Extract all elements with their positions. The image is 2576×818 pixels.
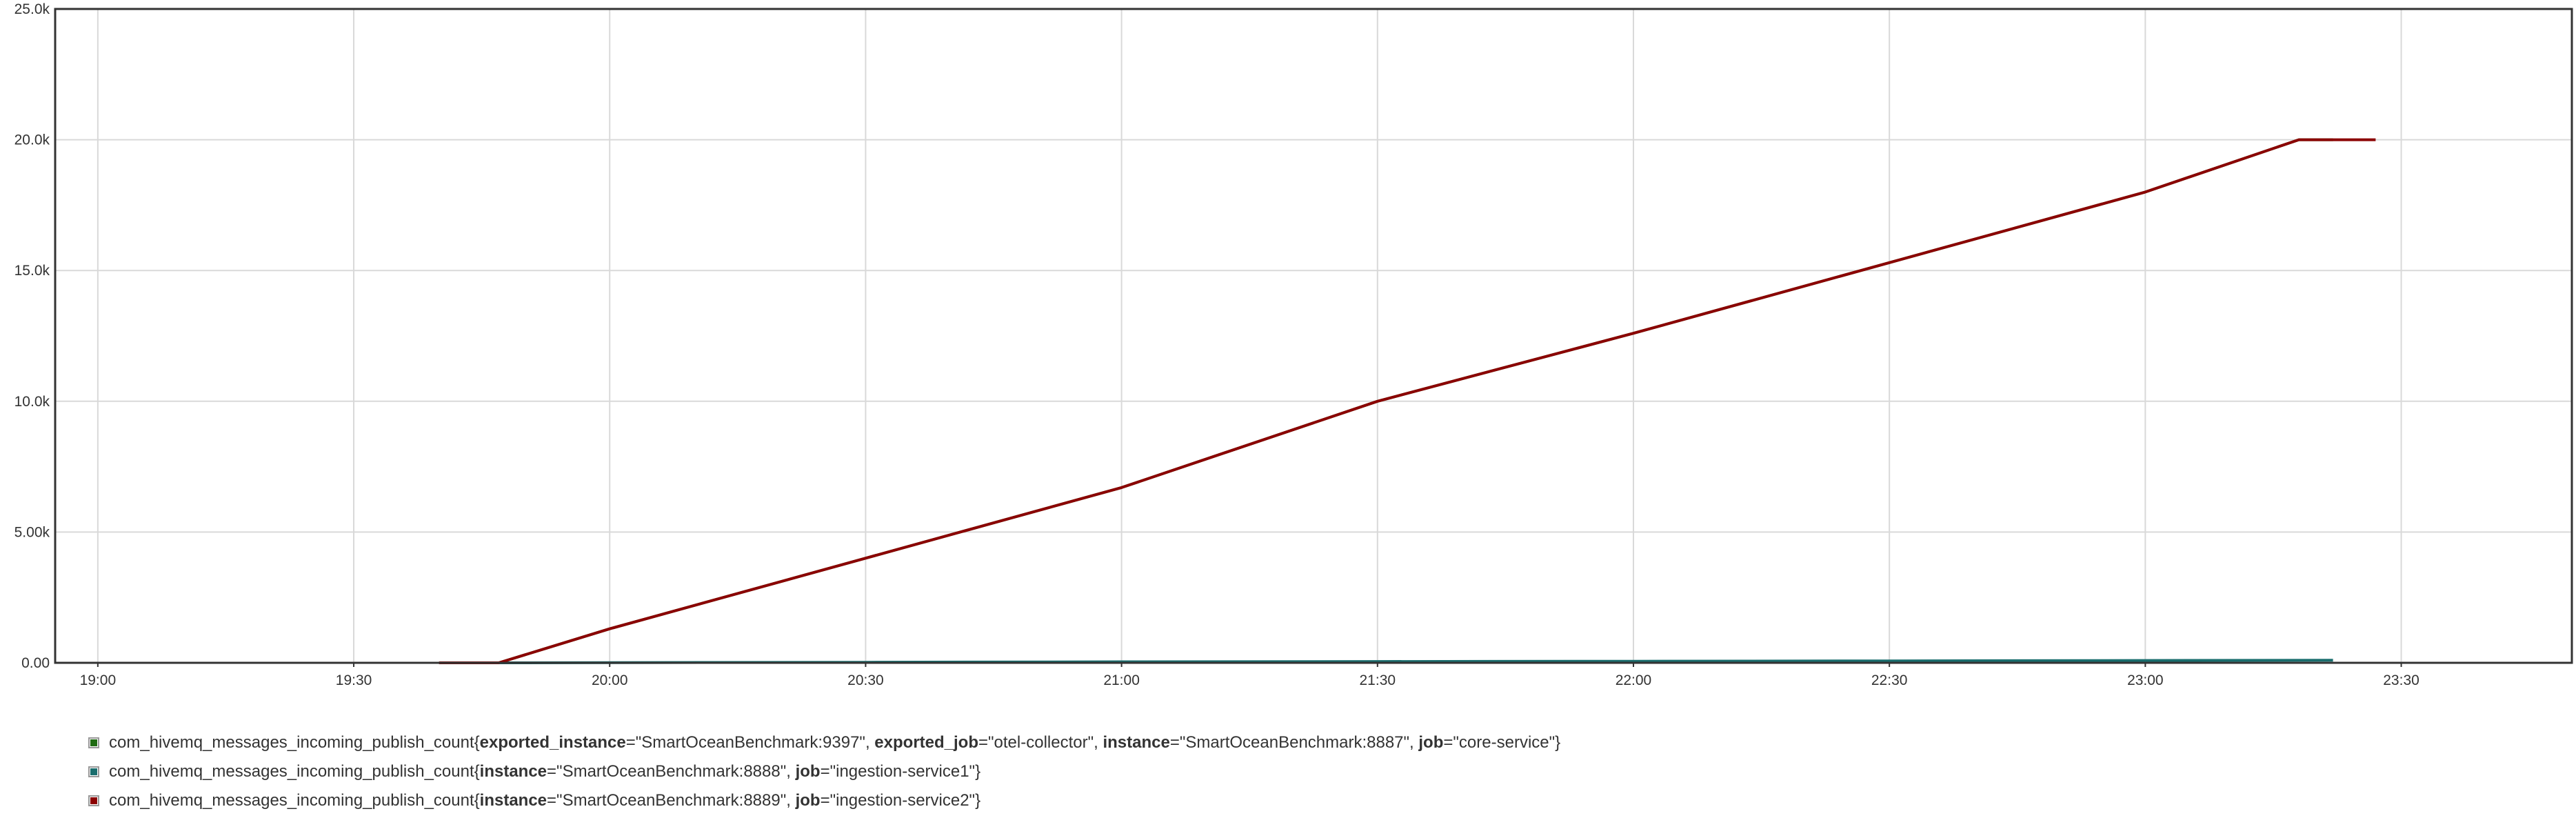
y-tick-label: 10.0k xyxy=(14,394,50,410)
label-value: ="core-service" xyxy=(1443,733,1556,752)
x-tick-label: 23:00 xyxy=(2127,672,2164,688)
y-tick-label: 20.0k xyxy=(14,132,50,148)
y-tick-label: 0.00 xyxy=(21,655,50,671)
plot-frame xyxy=(54,8,2573,664)
label-value: ="ingestion-service1" xyxy=(820,762,976,781)
label-key: instance xyxy=(479,791,547,810)
x-tick-label: 20:00 xyxy=(592,672,628,688)
legend-item[interactable]: com_hivemq_messages_incoming_publish_cou… xyxy=(88,728,1560,757)
legend: com_hivemq_messages_incoming_publish_cou… xyxy=(88,728,1560,815)
x-tick-label: 20:30 xyxy=(847,672,884,688)
label-key: job xyxy=(1418,733,1444,752)
chart: 0.00 5.00k 10.0k 15.0k 20.0k 25.0k 19:00 19:30… xyxy=(14,1,2573,688)
legend-swatch-color xyxy=(90,768,97,775)
label-value: ="SmartOceanBenchmark:8889", xyxy=(547,791,796,810)
y-axis-ticks: 0.00 5.00k 10.0k 15.0k 20.0k 25.0k xyxy=(14,1,50,671)
label-key: job xyxy=(795,762,821,781)
legend-item[interactable]: com_hivemq_messages_incoming_publish_cou… xyxy=(88,757,1560,786)
legend-swatch-color xyxy=(90,797,97,804)
label-key: exported_instance xyxy=(479,733,626,752)
x-tick-label: 19:30 xyxy=(336,672,372,688)
label-value: ="SmartOceanBenchmark:9397", xyxy=(625,733,875,752)
label-value: ="otel-collector", xyxy=(978,733,1103,752)
label-value: ="ingestion-service2" xyxy=(820,791,976,810)
x-tick-label: 21:00 xyxy=(1103,672,1140,688)
y-tick-label: 25.0k xyxy=(14,1,50,17)
label-value: ="SmartOceanBenchmark:8888", xyxy=(547,762,796,781)
metric-name: com_hivemq_messages_incoming_publish_cou… xyxy=(109,733,480,752)
legend-swatch-color xyxy=(90,739,97,746)
legend-label: com_hivemq_messages_incoming_publish_cou… xyxy=(109,791,981,810)
legend-item[interactable]: com_hivemq_messages_incoming_publish_cou… xyxy=(88,786,1560,815)
x-tick-label: 22:00 xyxy=(1616,672,1652,688)
legend-label: com_hivemq_messages_incoming_publish_cou… xyxy=(109,733,1561,752)
legend-swatch[interactable] xyxy=(88,795,99,806)
x-tick-label: 23:30 xyxy=(2383,672,2419,688)
label-key: job xyxy=(795,791,821,810)
grid xyxy=(55,8,2572,664)
label-value: ="SmartOceanBenchmark:8887", xyxy=(1169,733,1419,752)
series-line-3[interactable] xyxy=(439,138,2376,664)
legend-swatch[interactable] xyxy=(88,737,99,748)
x-tick-label: 19:00 xyxy=(80,672,117,688)
y-tick-label: 5.00k xyxy=(14,524,50,540)
metric-name: com_hivemq_messages_incoming_publish_cou… xyxy=(109,762,480,781)
legend-swatch[interactable] xyxy=(88,766,99,777)
x-tick-label: 21:30 xyxy=(1360,672,1396,688)
label-key: instance xyxy=(479,762,547,781)
label-key: exported_job xyxy=(874,733,978,752)
legend-label: com_hivemq_messages_incoming_publish_cou… xyxy=(109,762,981,781)
x-axis-ticks: 19:00 19:30 20:00 20:30 21:00 21:30 22:00 22:30… xyxy=(80,663,2419,688)
metric-name: com_hivemq_messages_incoming_publish_cou… xyxy=(109,791,480,810)
x-tick-label: 22:30 xyxy=(1871,672,1908,688)
y-tick-label: 15.0k xyxy=(14,263,50,279)
label-key: instance xyxy=(1103,733,1170,752)
